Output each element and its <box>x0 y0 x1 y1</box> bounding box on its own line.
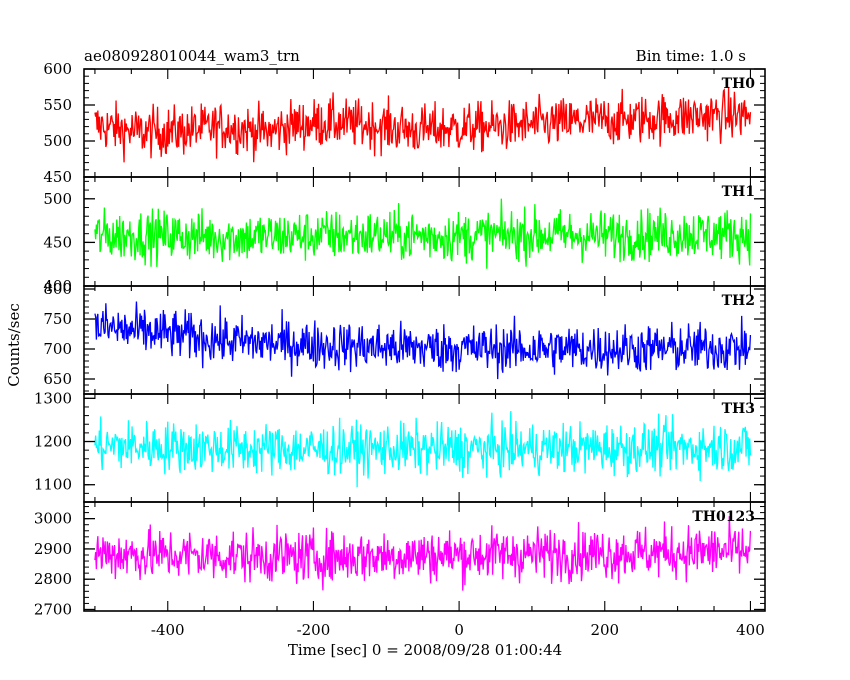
series-line-th3 <box>94 411 752 488</box>
x-tick-label: 200 <box>590 621 619 639</box>
y-tick-label: 500 <box>43 190 72 208</box>
panel-label-th2: TH2 <box>722 293 755 309</box>
y-tick-label: 2700 <box>34 600 72 618</box>
panel-label-th3: TH3 <box>722 401 755 417</box>
y-tick-label: 400 <box>43 277 72 295</box>
y-axis-title: Counts/sec <box>5 303 23 387</box>
y-tick-label: 500 <box>43 132 72 150</box>
panel-frame <box>83 285 766 395</box>
series-line-th0 <box>94 86 752 163</box>
series-line-th0123 <box>94 516 752 591</box>
panel-th2: 650 700 750 800 TH2 <box>43 280 766 395</box>
y-tick-label: 600 <box>43 60 72 78</box>
panel-th0: 450 500 550 600 TH0 <box>43 60 766 186</box>
y-tick-label: 1300 <box>34 389 72 407</box>
y-tick-label: 1200 <box>34 433 72 451</box>
panel-label-th1: TH1 <box>722 184 755 200</box>
y-tick-label: 450 <box>43 233 72 251</box>
x-tick-label: 400 <box>736 621 765 639</box>
panel-th1: 400 450 500 TH1 <box>43 176 766 295</box>
x-tick-label: -400 <box>151 621 185 639</box>
panel-label-th0: TH0 <box>722 76 756 92</box>
panels-group: 450 500 550 600 TH0 400 450 500 TH1 650 700 750 800 T… <box>34 60 766 618</box>
y-tick-label: 2900 <box>34 540 72 558</box>
y-tick-label: 700 <box>43 340 72 358</box>
panel-label-th0123: TH0123 <box>692 509 755 525</box>
y-tick-label: 3000 <box>34 510 72 528</box>
y-tick-label: 2800 <box>34 570 72 588</box>
panel-frame <box>83 501 766 612</box>
x-axis-title: Time [sec] 0 = 2008/09/28 01:00:44 <box>288 641 562 659</box>
panel-th3: 1100 1200 1300 TH3 <box>34 389 766 503</box>
series-line-th1 <box>94 198 752 269</box>
y-tick-label: 750 <box>43 310 72 328</box>
x-tick-label: -200 <box>297 621 331 639</box>
x-tick-label: 0 <box>454 621 464 639</box>
series-line-th2 <box>94 301 752 380</box>
y-tick-label: 650 <box>43 370 72 388</box>
y-tick-label: 1100 <box>34 476 72 494</box>
y-tick-label: 800 <box>43 280 72 298</box>
y-tick-label: 550 <box>43 96 72 114</box>
panel-th0123: 2700 2800 2900 3000 TH0123 <box>34 501 766 618</box>
chart-title: ae080928010044_wam3_trn <box>84 47 300 65</box>
x-axis-ticks: -400 -200 0 200 400 <box>151 621 765 639</box>
bin-time-label: Bin time: 1.0 s <box>636 47 746 65</box>
y-tick-label: 450 <box>43 168 72 186</box>
